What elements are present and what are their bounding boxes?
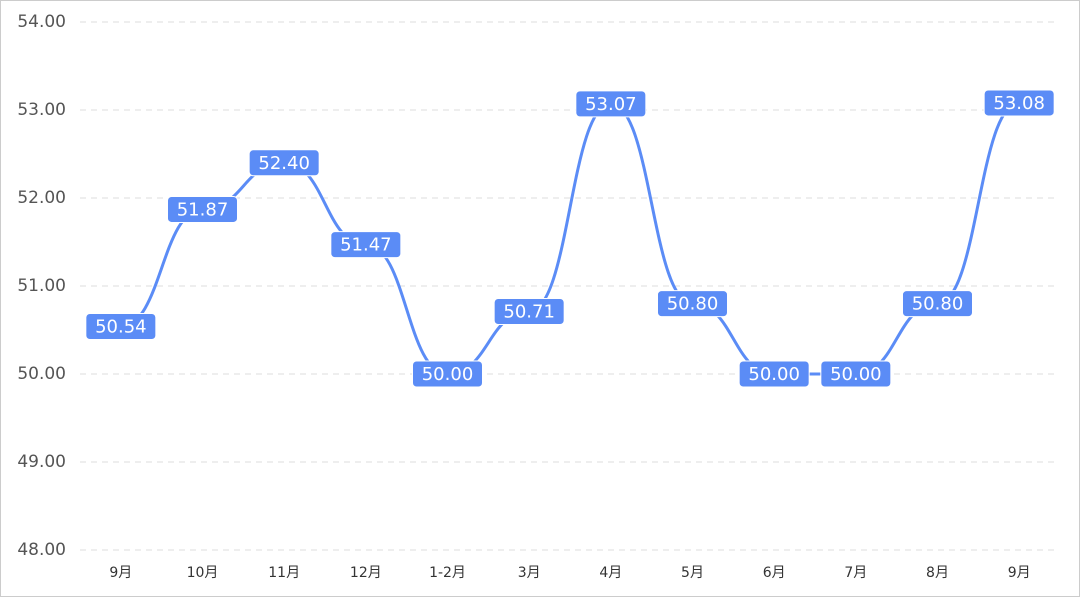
y-tick-label: 51.00: [17, 276, 66, 296]
value-label-box: [983, 89, 1055, 117]
value-label-box: [248, 149, 320, 177]
value-label-box: [167, 195, 238, 223]
value-label-box: [738, 360, 810, 388]
value-label: 50.80: [912, 294, 964, 315]
value-label: 52.40: [258, 153, 310, 174]
x-tick-label: 8月: [926, 565, 949, 581]
x-tick-label: 3月: [518, 565, 541, 581]
value-label-box: [493, 298, 565, 326]
x-tick-label: 11月: [268, 565, 300, 581]
value-label-box: [657, 290, 728, 318]
x-tick-label: 9月: [1008, 565, 1031, 581]
value-label-box: [902, 290, 973, 318]
value-label-box: [575, 90, 647, 118]
value-label: 50.71: [503, 302, 555, 323]
y-tick-label: 50.00: [17, 364, 66, 384]
x-tick-label: 7月: [844, 565, 867, 581]
y-tick-label: 53.00: [17, 100, 66, 120]
x-tick-label: 12月: [350, 565, 382, 581]
value-label-box: [85, 312, 157, 340]
x-tick-label: 5月: [681, 565, 704, 581]
x-tick-label: 1-2月: [429, 565, 466, 581]
value-label: 50.00: [748, 364, 800, 385]
value-label-box: [412, 360, 483, 388]
value-label: 51.47: [340, 235, 392, 256]
x-tick-label: 4月: [599, 565, 622, 581]
y-tick-label: 49.00: [17, 452, 66, 472]
value-label: 50.00: [830, 364, 882, 385]
value-label: 53.08: [993, 93, 1045, 114]
value-label: 50.54: [95, 316, 147, 337]
value-label: 51.87: [177, 199, 229, 220]
y-tick-label: 54.00: [17, 12, 66, 32]
value-label: 50.00: [422, 364, 474, 385]
value-label: 50.80: [667, 294, 719, 315]
x-tick-label: 6月: [763, 565, 786, 581]
x-tick-label: 9月: [109, 565, 132, 581]
value-label-box: [820, 360, 892, 388]
y-tick-label: 48.00: [17, 540, 66, 560]
x-tick-label: 10月: [187, 565, 219, 581]
y-tick-label: 52.00: [17, 188, 66, 208]
value-label-box: [330, 231, 402, 259]
value-label: 53.07: [585, 94, 637, 115]
